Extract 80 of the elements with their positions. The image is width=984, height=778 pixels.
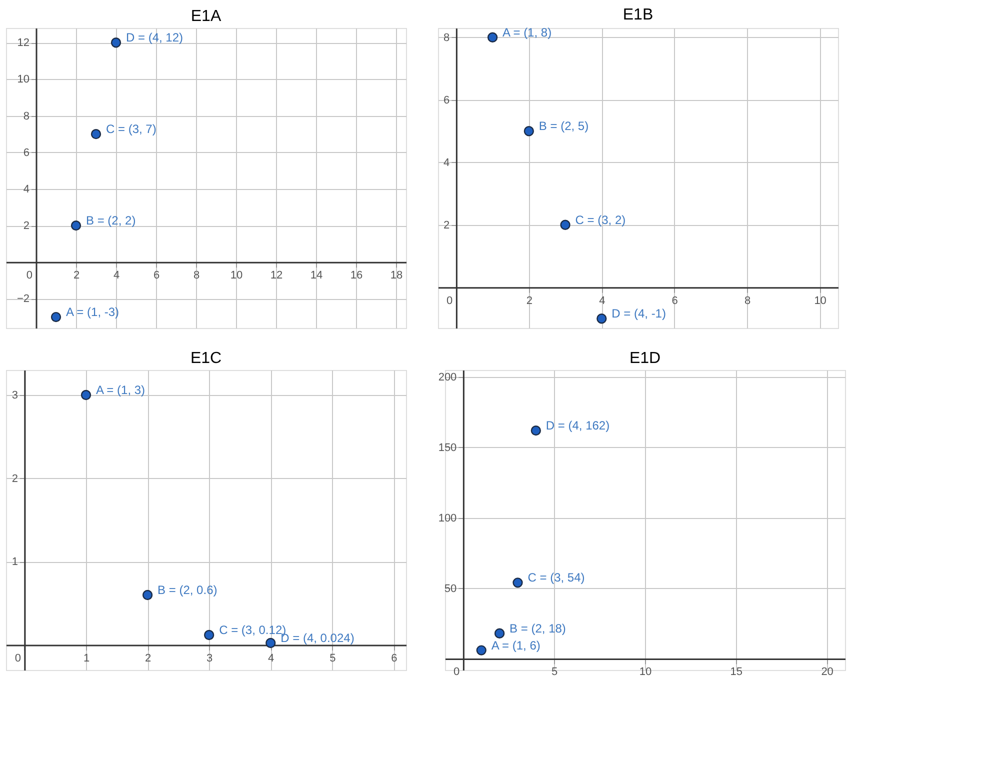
x-tick-label: 2	[144, 652, 152, 664]
x-tick-label: 10	[230, 270, 243, 282]
y-tick-label: 12	[17, 37, 30, 50]
annotation: D = (4, 12)	[126, 30, 184, 45]
point	[512, 578, 523, 588]
point	[524, 126, 534, 136]
y-tick-label: 8	[444, 32, 450, 44]
annotation: A = (1, 8)	[502, 25, 552, 40]
x-tick-label: 6	[672, 294, 678, 307]
point	[70, 220, 82, 231]
y-tick-label: 2	[444, 219, 450, 232]
y-tick-label: 2	[12, 472, 18, 485]
x-tick-label: 4	[268, 652, 274, 664]
x-tick-label: 14	[310, 270, 323, 282]
y-tick-label: 6	[444, 94, 450, 106]
point	[90, 129, 102, 140]
y-tick-label: 4	[444, 156, 450, 169]
x-tick-label: 4	[113, 270, 120, 282]
x-tick-label: 4	[599, 294, 606, 307]
x-tick-label: 10	[814, 294, 826, 307]
x-tick-label: 0	[446, 294, 453, 307]
point	[596, 314, 607, 324]
chart-title: E1B	[622, 6, 654, 24]
x-tick-label: 16	[350, 270, 363, 282]
x-tick-label: 0	[454, 666, 460, 678]
y-tick-label: 3	[12, 390, 18, 402]
annotation: A = (1, 3)	[96, 383, 146, 397]
y-tick-label: −2	[16, 293, 30, 306]
chart-title: E1A	[190, 8, 222, 25]
y-tick-label: 2	[23, 220, 30, 232]
point	[110, 38, 122, 48]
y-tick-label: 1	[12, 556, 18, 568]
point	[560, 220, 570, 230]
point	[494, 628, 505, 638]
x-tick-label: 0	[14, 652, 21, 664]
point	[80, 390, 92, 400]
annotation: A = (1, -3)	[66, 305, 120, 320]
y-tick-label: 10	[17, 74, 30, 86]
annotation: B = (2, 0.6)	[158, 583, 218, 597]
y-tick-label: 150	[438, 442, 457, 454]
chart-title: E1D	[629, 350, 661, 367]
y-tick-label: 4	[23, 183, 30, 196]
x-tick-label: 15	[730, 666, 743, 678]
x-tick-label: 18	[390, 270, 403, 282]
x-tick-label: 12	[270, 270, 283, 282]
annotation: B = (2, 5)	[538, 119, 589, 134]
annotation: D = (4, -1)	[612, 306, 666, 321]
point	[530, 426, 541, 436]
y-tick-label: 50	[444, 582, 457, 595]
point	[487, 32, 498, 42]
x-tick-label: 8	[193, 270, 200, 282]
point	[142, 590, 153, 600]
point	[476, 645, 486, 656]
x-tick-label: 1	[83, 652, 90, 664]
annotation: C = (3, 2)	[575, 212, 626, 227]
x-tick-label: 6	[391, 652, 398, 664]
x-tick-label: 0	[26, 270, 32, 282]
annotation: B = (2, 2)	[86, 214, 136, 228]
x-tick-label: 2	[73, 270, 80, 282]
x-tick-label: 8	[744, 294, 751, 307]
annotation: C = (3, 54)	[528, 570, 585, 585]
chart-title: E1C	[190, 350, 222, 367]
y-tick-label: 100	[438, 512, 457, 524]
point	[266, 638, 276, 648]
x-tick-label: 6	[153, 270, 160, 282]
y-tick-label: 200	[438, 372, 457, 384]
x-tick-label: 5	[330, 652, 336, 664]
point	[204, 630, 214, 640]
annotation: D = (4, 162)	[546, 418, 610, 433]
x-tick-label: 3	[206, 652, 213, 664]
x-tick-label: 2	[526, 294, 532, 307]
x-tick-label: 10	[639, 666, 652, 678]
y-tick-label: 8	[23, 110, 30, 122]
annotation: C = (3, 7)	[106, 122, 156, 136]
annotation: A = (1, 6)	[491, 638, 540, 652]
x-tick-label: 5	[552, 666, 558, 678]
y-tick-label: 6	[23, 146, 30, 159]
point	[50, 312, 62, 322]
x-tick-label: 20	[821, 666, 834, 678]
annotation: B = (2, 18)	[510, 621, 566, 636]
